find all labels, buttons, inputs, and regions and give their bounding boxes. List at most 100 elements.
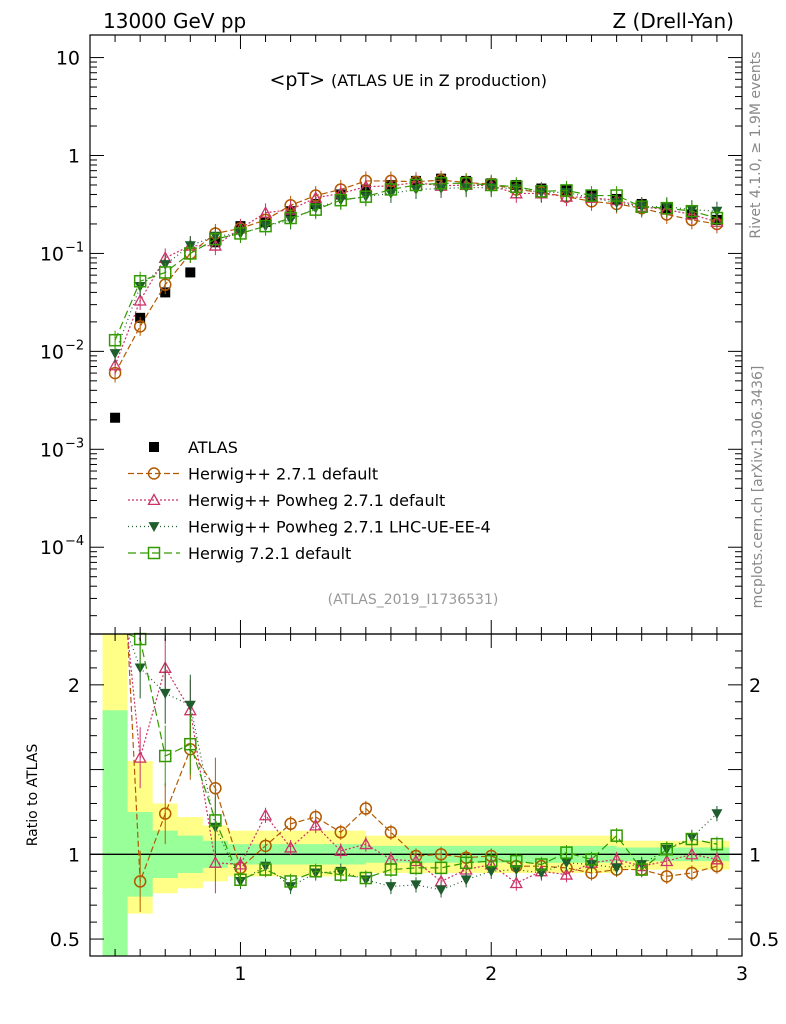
ratio-point [233,857,248,870]
ratio-point [359,871,373,885]
ratio-y-tick-label: 0.5 [50,929,80,951]
analysis-id: (ATLAS_2019_I1736531) [328,592,499,608]
ratio-point [435,885,447,896]
y-tick-exponent: −2 [65,338,84,353]
ratio-point [184,700,196,711]
series-line [114,181,718,366]
ratio-point [610,829,623,842]
ratio-point [509,876,523,889]
legend-label: Herwig 7.2.1 default [188,544,351,563]
data-point [209,232,222,246]
ratio-point [259,863,272,876]
ratio-point [660,842,674,856]
ratio-point [385,882,397,893]
data-point [309,203,322,216]
data-point [259,219,272,233]
y-tick-exponent: −1 [65,240,84,255]
series-line [114,182,718,341]
chart-title-main: <pT> [269,69,325,91]
y-tick-label: 10 [40,537,64,559]
ratio-point [685,866,699,880]
data-point [384,183,398,196]
y-tick-label: 10 [40,243,64,265]
legend-marker [149,442,159,452]
data-point [610,189,623,202]
data-point [284,211,297,225]
ratio-point [133,875,147,888]
ratio-point [284,817,297,831]
data-point [184,247,197,260]
ratio-point [359,837,373,850]
data-point [710,211,724,225]
ratio-y-tick-label: 1 [68,844,80,866]
ratio-point [158,749,172,763]
ratio-point [409,861,423,875]
header-right: Z (Drell-Yan) [612,9,734,33]
ratio-point [635,863,648,876]
ratio-point [159,688,171,699]
data-point [510,180,523,193]
ratio-y-tick-label: 2 [68,675,80,697]
ratio-point [485,866,497,877]
ratio-band-2sigma [102,634,730,956]
legend-label: ATLAS [188,438,238,457]
ratio-point [460,875,472,886]
ratio-point [359,802,373,815]
y-tick-label: 10 [40,341,64,363]
data-point [133,320,147,333]
data-point [535,185,548,198]
data-point [108,333,122,347]
ratio-point [384,826,398,839]
ratio-point [384,863,398,876]
ratio-point [184,737,197,751]
ratio-point [711,809,723,820]
x-tick-label: 2 [485,963,497,985]
data-point [359,190,373,203]
ratio-point [685,832,699,846]
data-point [585,189,598,202]
ratio-y-tick-label-right: 2 [749,675,761,697]
legend-item-0: ATLAS [149,438,238,457]
series-line [114,187,717,354]
ratio-point [334,826,348,839]
legend-item-3: Herwig++ Powheg 2.7.1 LHC-UE-EE-4 [128,518,491,537]
ratio-uncertainty-bands [102,634,730,956]
ratio-point [559,867,574,880]
ratio-point [284,840,298,853]
ratio-frame [89,633,743,957]
data-point [158,266,172,279]
ratio-point [234,873,247,886]
x-tick-label: 3 [736,963,748,985]
ratio-point [510,865,522,876]
ratio-point [133,750,147,763]
ratio-point [209,814,222,827]
legend-marker [147,546,161,560]
legend-item-1: Herwig++ 2.7.1 default [128,465,378,484]
legend: ATLAS Herwig++ 2.7.1 default Herwig++ Powh… [128,438,491,563]
ratio-point [611,863,623,874]
ratio-point [410,880,422,891]
series-line [114,179,718,374]
x-tick-label: 1 [234,963,246,985]
ratio-point [685,847,699,860]
series-3 [109,178,723,364]
data-point [234,227,247,240]
chart-title-sub: (ATLAS UE in Z production) [331,71,547,90]
rivet-version-label: Rivet 4.1.0, ≥ 1.9M events [748,51,764,238]
series-1 [108,170,724,383]
ratio-series-layer [127,632,724,912]
data-point [484,178,498,192]
series-4 [108,173,724,350]
ratio-point [334,844,348,856]
y-tick-label: 1 [68,146,80,168]
ratio-point [535,858,548,871]
series-0 [110,173,722,423]
data-point [409,178,423,192]
data-point [110,412,121,423]
legend-marker [147,467,161,480]
data-point [133,293,147,306]
data-point [109,349,121,360]
ratio-point [309,865,322,878]
ratio-point [535,868,547,879]
